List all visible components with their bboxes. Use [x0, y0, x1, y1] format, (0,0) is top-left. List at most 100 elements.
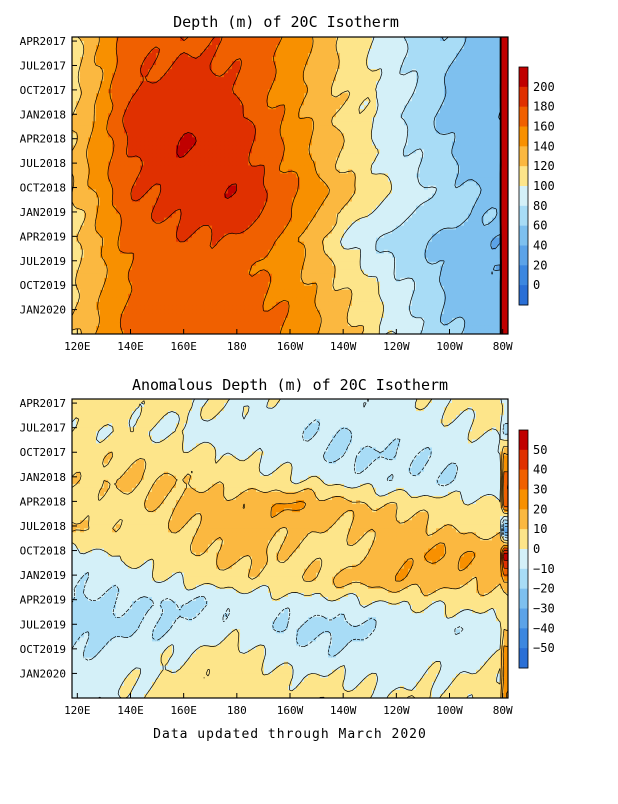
- time-tick-label: JAN2018: [20, 471, 66, 484]
- colorbar-swatch: [519, 245, 528, 266]
- time-tick-label: APR2018: [20, 133, 66, 146]
- longitude-tick-label: 120W: [383, 704, 410, 717]
- colorbar-label: 160: [533, 120, 555, 134]
- colorbar-label: 140: [533, 139, 555, 153]
- time-tick-label: JAN2018: [20, 108, 66, 121]
- colorbar-label: 50: [533, 443, 547, 457]
- depth-chart-title: Depth (m) of 20C Isotherm: [173, 13, 399, 31]
- colorbar-swatch: [519, 588, 528, 609]
- longitude-tick-label: 160E: [170, 340, 197, 353]
- colorbar-swatch: [519, 648, 528, 669]
- colorbar-swatch: [519, 166, 528, 187]
- colorbar-label: 120: [533, 159, 555, 173]
- colorbar-swatch: [519, 430, 528, 451]
- colorbar-label: 40: [533, 463, 547, 477]
- colorbar-swatch: [519, 608, 528, 629]
- longitude-tick-label: 100W: [436, 340, 463, 353]
- depth-plot-area: [72, 37, 508, 334]
- colorbar-swatch: [519, 86, 528, 108]
- colorbar-label: −50: [533, 641, 555, 655]
- time-tick-label: JAN2020: [20, 667, 66, 680]
- anomaly-plot-area: [72, 399, 508, 698]
- data-update-note: Data updated through March 2020: [153, 727, 427, 742]
- colorbar-label: 200: [533, 80, 555, 94]
- colorbar-swatch: [519, 469, 528, 490]
- longitude-tick-label: 140W: [330, 704, 357, 717]
- time-tick-label: OCT2019: [20, 279, 66, 292]
- longitude-tick-label: 160E: [170, 704, 197, 717]
- time-tick-label: JUL2017: [20, 422, 66, 435]
- anomaly-chart-title: Anomalous Depth (m) of 20C Isotherm: [132, 376, 448, 394]
- colorbar-label: 0: [533, 542, 540, 556]
- colorbar-swatch: [519, 285, 528, 306]
- time-tick-label: OCT2018: [20, 545, 66, 558]
- time-tick-label: APR2019: [20, 594, 66, 607]
- anomaly-colorbar: 50 40 30 20 10 0 −10 −20 −30 −40 −50: [518, 429, 555, 669]
- longitude-tick-label: 140W: [330, 340, 357, 353]
- longitude-tick-label: 140E: [117, 704, 144, 717]
- longitude-tick-label: 180: [227, 704, 247, 717]
- colorbar-label: −10: [533, 562, 555, 576]
- colorbar-swatch: [519, 186, 528, 207]
- longitude-tick-label: 160W: [277, 340, 304, 353]
- time-tick-label: OCT2019: [20, 643, 66, 656]
- depth-longitude-axis: 120E 140E 160E 180 160W 140W 120W 100W 80W: [64, 329, 513, 353]
- anomaly-longitude-axis: 120E 140E 160E 180 160W 140W 120W 100W 80W: [64, 693, 513, 717]
- colorbar-swatch: [519, 568, 528, 590]
- colorbar-swatch: [519, 106, 528, 127]
- colorbar-label: 40: [533, 239, 547, 253]
- time-tick-label: APR2018: [20, 495, 66, 508]
- colorbar-swatch: [519, 549, 528, 570]
- colorbar-swatch: [519, 489, 528, 510]
- colorbar-swatch: [519, 509, 528, 530]
- time-tick-label: APR2017: [20, 35, 66, 48]
- anomaly-time-axis: APR2017 JUL2017 OCT2017 JAN2018 APR2018 JUL20…: [20, 397, 77, 680]
- colorbar-label: 80: [533, 199, 547, 213]
- time-tick-label: JUL2018: [20, 520, 66, 533]
- longitude-tick-label: 120E: [64, 340, 91, 353]
- colorbar-label: −20: [533, 582, 555, 596]
- colorbar-swatch: [519, 628, 528, 649]
- longitude-tick-label: 180: [227, 340, 247, 353]
- time-tick-label: APR2017: [20, 397, 66, 410]
- colorbar-swatch: [519, 449, 528, 471]
- time-tick-label: JUL2018: [20, 157, 66, 170]
- time-tick-label: OCT2017: [20, 84, 66, 97]
- colorbar-swatch: [519, 205, 528, 227]
- colorbar-swatch: [519, 146, 528, 167]
- time-tick-label: JAN2020: [20, 304, 66, 317]
- colorbar-swatch: [519, 529, 528, 550]
- time-tick-label: APR2019: [20, 230, 66, 243]
- colorbar-swatch: [519, 225, 528, 246]
- longitude-tick-label: 80W: [493, 340, 513, 353]
- time-tick-label: JUL2019: [20, 255, 66, 268]
- colorbar-label: 20: [533, 502, 547, 516]
- colorbar-label: −30: [533, 602, 555, 616]
- time-tick-label: JUL2017: [20, 59, 66, 72]
- colorbar-label: 60: [533, 219, 547, 233]
- colorbar-label: 20: [533, 258, 547, 272]
- longitude-tick-label: 100W: [436, 704, 463, 717]
- depth-panel: Depth (m) of 20C Isotherm APR2017 JUL2017…: [20, 13, 555, 353]
- colorbar-label: 0: [533, 278, 540, 292]
- time-tick-label: OCT2018: [20, 182, 66, 195]
- time-tick-label: JAN2019: [20, 569, 66, 582]
- time-tick-label: JAN2019: [20, 206, 66, 219]
- colorbar-label: 10: [533, 522, 547, 536]
- longitude-tick-label: 120W: [383, 340, 410, 353]
- colorbar-label: 30: [533, 483, 547, 497]
- anomaly-panel: Anomalous Depth (m) of 20C Isotherm APR2…: [20, 376, 555, 717]
- colorbar-label: 100: [533, 179, 555, 193]
- time-tick-label: OCT2017: [20, 446, 66, 459]
- longitude-tick-label: 80W: [493, 704, 513, 717]
- colorbar-swatch: [519, 126, 528, 147]
- time-tick-label: JUL2019: [20, 618, 66, 631]
- longitude-tick-label: 160W: [277, 704, 304, 717]
- longitude-tick-label: 140E: [117, 340, 144, 353]
- colorbar-swatch: [519, 67, 528, 88]
- colorbar-swatch: [519, 265, 528, 286]
- colorbar-label: 180: [533, 100, 555, 114]
- colorbar-label: −40: [533, 621, 555, 635]
